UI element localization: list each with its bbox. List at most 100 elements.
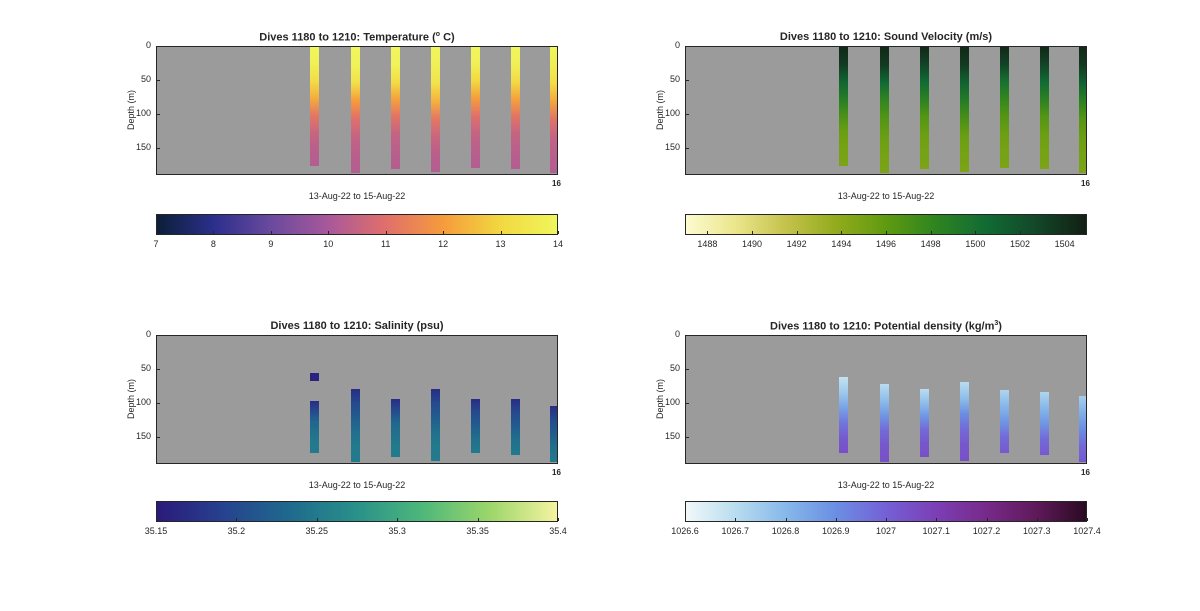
sound-velocity-colorbar-tick-label: 1492 — [786, 239, 807, 249]
sound-velocity-colorbar-tick-label: 1498 — [920, 239, 941, 249]
salinity-colorbar-tick-label: 35.2 — [227, 526, 246, 536]
temperature-colorbar-tick-label: 10 — [323, 239, 334, 249]
temperature-x-axis-label: 13-Aug-22 to 15-Aug-22 — [308, 191, 406, 201]
potential-density-colorbar-tick-mark — [986, 518, 988, 521]
salinity-plot-area — [156, 335, 558, 464]
temperature-colorbar-tick-label: 11 — [381, 239, 391, 249]
potential-density-profile-strip — [839, 376, 849, 453]
sound-velocity-x-axis-label: 13-Aug-22 to 15-Aug-22 — [837, 191, 935, 201]
salinity-colorbar-tick-label: 35.4 — [549, 526, 567, 536]
potential-density-title-text: Dives 1180 to 1210: Potential density (k… — [770, 320, 995, 333]
potential-density-colorbar-tick-mark — [1087, 518, 1088, 521]
salinity-profile-strip — [390, 399, 400, 457]
temperature-colorbar-tick-mark — [270, 231, 272, 234]
sound-velocity-profile-strip — [1000, 47, 1010, 168]
temperature-y-tick-label: 0 — [145, 40, 151, 50]
potential-density-colorbar — [685, 501, 1087, 522]
temperature-colorbar-tick-label: 13 — [495, 239, 506, 249]
sound-velocity-y-tick-label: 150 — [664, 141, 680, 152]
sound-velocity-colorbar-tick-label: 1500 — [965, 239, 986, 249]
potential-density-colorbar-tick-label: 1026.8 — [771, 526, 800, 536]
sound-velocity-colorbar-tick-mark — [930, 231, 932, 234]
salinity-y-tick-mark — [157, 436, 160, 438]
salinity-colorbar-tick-mark — [397, 518, 399, 521]
sound-velocity-y-tick-label: 0 — [674, 40, 680, 50]
potential-density-colorbar-tick-label: 1027.4 — [1073, 526, 1101, 536]
salinity-colorbar-tick-mark — [316, 518, 318, 521]
sound-velocity-y-tick-mark — [686, 147, 689, 149]
potential-density-y-tick-mark — [686, 368, 689, 370]
sound-velocity-colorbar-tick-mark — [841, 231, 843, 234]
potential-density-profile-strip — [1079, 395, 1086, 463]
potential-density-title-superscript: 3 — [994, 320, 999, 327]
temperature-colorbar-tick-mark — [500, 231, 502, 234]
temperature-title-superscript: o — [435, 31, 441, 38]
salinity-colorbar-tick-mark — [477, 518, 479, 521]
salinity-colorbar — [156, 501, 558, 522]
salinity-y-tick-mark — [157, 402, 160, 404]
sound-velocity-profile-strip — [919, 47, 929, 170]
temperature-colorbar-tick-mark — [156, 231, 157, 234]
salinity-y-tick-mark — [157, 335, 160, 336]
potential-density-y-tick-label: 100 — [664, 396, 680, 407]
sound-velocity-colorbar-tick-label: 1504 — [1054, 239, 1075, 249]
sound-velocity-colorbar-tick-label: 1502 — [1009, 239, 1031, 249]
salinity-colorbar-tick-mark — [558, 518, 559, 521]
salinity-colorbar-tick-label: 35.3 — [388, 526, 406, 536]
temperature-title: Dives 1180 to 1210: Temperature (o C) — [259, 31, 454, 44]
potential-density-y-tick-mark — [686, 436, 689, 438]
temperature-y-axis-label: Depth (m) — [126, 89, 136, 130]
temperature-colorbar-tick-label: 14 — [552, 239, 564, 249]
sound-velocity-colorbar-tick-mark — [1020, 231, 1021, 234]
salinity-y-tick-mark — [157, 368, 160, 370]
temperature-y-tick-mark — [157, 113, 160, 115]
salinity-isolated-cell — [310, 373, 320, 382]
sound-velocity-colorbar-tick-label: 1494 — [831, 239, 852, 249]
temperature-colorbar-tick-mark — [385, 231, 387, 234]
temperature-x-end-tick-label: 16 — [552, 179, 561, 188]
sound-velocity-colorbar-tick-label: 1488 — [697, 239, 718, 249]
sound-velocity-colorbar-tick-mark — [707, 231, 709, 234]
sound-velocity-colorbar — [685, 214, 1087, 235]
potential-density-plot-area — [685, 335, 1087, 464]
potential-density-colorbar-tick-mark — [936, 518, 938, 521]
potential-density-colorbar-tick-mark — [1036, 518, 1038, 521]
temperature-y-tick-label: 150 — [135, 141, 151, 152]
sound-velocity-colorbar-tick-mark — [975, 231, 977, 234]
temperature-title-text: Dives 1180 to 1210: Temperature ( — [259, 31, 436, 44]
sound-velocity-y-axis-label: Depth (m) — [655, 89, 665, 130]
salinity-colorbar-tick-mark — [236, 518, 238, 521]
salinity-profile-strip — [471, 399, 481, 454]
temperature-colorbar-tick-mark — [328, 231, 330, 234]
sound-velocity-colorbar-tick-mark — [886, 231, 887, 234]
temperature-colorbar-tick-label: 12 — [438, 239, 449, 249]
salinity-colorbar-tick-label: 35.35 — [466, 526, 489, 536]
sound-velocity-y-tick-mark — [686, 79, 689, 81]
sound-velocity-colorbar-tick-label: 1496 — [875, 239, 897, 249]
temperature-title-suffix: C) — [440, 31, 455, 44]
potential-density-colorbar-tick-label: 1027.3 — [1022, 526, 1051, 536]
salinity-profile-strip — [310, 400, 320, 453]
potential-density-y-axis-label: Depth (m) — [655, 378, 665, 419]
potential-density-colorbar-tick-label: 1026.7 — [721, 526, 750, 536]
temperature-colorbar-tick-mark — [443, 231, 445, 234]
sound-velocity-y-tick-mark — [686, 46, 689, 47]
temperature-colorbar-tick-label: 8 — [210, 239, 216, 249]
sound-velocity-plot-area — [685, 46, 1087, 175]
potential-density-colorbar-tick-label: 1027.1 — [922, 526, 951, 536]
temperature-profile-strip — [431, 47, 441, 172]
temperature-colorbar-tick-label: 9 — [268, 239, 274, 249]
potential-density-colorbar-tick-mark — [886, 518, 887, 521]
sound-velocity-x-end-tick-label: 16 — [1081, 179, 1090, 188]
potential-density-x-end-tick-label: 16 — [1081, 468, 1090, 477]
potential-density-profile-strip — [1000, 390, 1010, 454]
potential-density-x-axis-label: 13-Aug-22 to 15-Aug-22 — [837, 480, 935, 490]
salinity-y-axis-label: Depth (m) — [126, 378, 136, 419]
salinity-x-end-tick-label: 16 — [552, 468, 561, 477]
temperature-profile-strip — [310, 47, 320, 167]
salinity-title: Dives 1180 to 1210: Salinity (psu) — [270, 320, 443, 332]
sound-velocity-profile-strip — [879, 47, 889, 174]
potential-density-colorbar-tick-label: 1027 — [875, 526, 897, 536]
potential-density-y-tick-mark — [686, 335, 689, 336]
sound-velocity-y-tick-label: 50 — [669, 73, 680, 84]
